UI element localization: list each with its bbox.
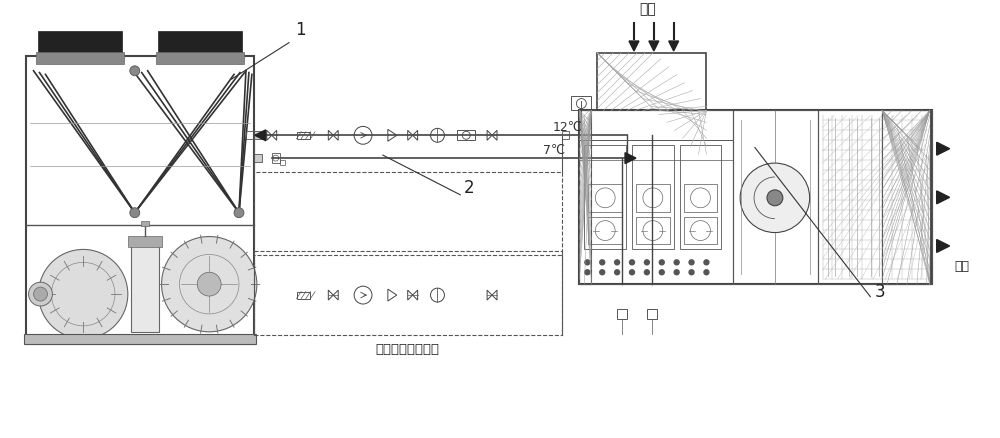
Circle shape — [644, 260, 649, 265]
Circle shape — [767, 190, 783, 206]
Circle shape — [34, 287, 47, 301]
Circle shape — [39, 249, 128, 339]
Polygon shape — [625, 153, 636, 163]
Polygon shape — [669, 41, 679, 51]
Bar — [818, 110, 932, 284]
Circle shape — [585, 270, 590, 275]
Bar — [131, 237, 159, 332]
Text: 1: 1 — [296, 21, 306, 39]
Circle shape — [130, 66, 140, 76]
Circle shape — [689, 270, 694, 275]
Circle shape — [659, 270, 664, 275]
Circle shape — [130, 208, 140, 218]
Circle shape — [704, 260, 709, 265]
Bar — [571, 95, 591, 110]
Bar — [636, 217, 670, 244]
Bar — [158, 31, 242, 56]
Circle shape — [740, 163, 810, 233]
Circle shape — [689, 260, 694, 265]
Polygon shape — [629, 41, 639, 51]
Bar — [733, 110, 818, 284]
Circle shape — [630, 260, 634, 265]
Bar — [617, 309, 627, 319]
Bar — [579, 110, 733, 284]
Circle shape — [674, 260, 679, 265]
Circle shape — [704, 270, 709, 275]
Text: 循环水泵一用一备: 循环水泵一用一备 — [376, 343, 440, 356]
Bar — [297, 132, 310, 139]
Bar — [684, 217, 717, 244]
Bar — [584, 145, 626, 249]
Bar — [562, 131, 569, 139]
Circle shape — [29, 282, 52, 306]
Bar — [647, 309, 657, 319]
Bar — [588, 184, 622, 212]
Circle shape — [630, 270, 634, 275]
Circle shape — [600, 270, 605, 275]
Circle shape — [615, 260, 620, 265]
Bar — [254, 131, 262, 139]
Circle shape — [615, 270, 620, 275]
Bar — [457, 131, 475, 140]
Bar — [684, 184, 717, 212]
Bar — [141, 221, 149, 226]
Circle shape — [659, 260, 664, 265]
Bar — [680, 145, 721, 249]
Circle shape — [197, 272, 221, 296]
Text: 7℃: 7℃ — [543, 144, 565, 157]
Circle shape — [162, 237, 257, 332]
Bar — [254, 154, 262, 162]
Bar — [280, 160, 285, 165]
Bar — [156, 52, 244, 64]
Circle shape — [600, 260, 605, 265]
Bar — [272, 153, 280, 163]
Text: 2: 2 — [463, 179, 474, 197]
Bar — [636, 184, 670, 212]
Bar — [24, 334, 256, 344]
Bar — [297, 292, 310, 299]
Bar — [597, 53, 706, 110]
Text: 12℃: 12℃ — [553, 121, 582, 134]
Bar — [246, 131, 254, 139]
Text: 新风: 新风 — [639, 2, 656, 16]
Circle shape — [644, 270, 649, 275]
Bar — [128, 236, 162, 247]
Bar — [579, 110, 932, 284]
Text: 送风: 送风 — [955, 260, 970, 273]
Polygon shape — [649, 41, 659, 51]
Polygon shape — [937, 142, 950, 155]
Circle shape — [234, 208, 244, 218]
Bar — [38, 31, 122, 56]
Bar — [579, 110, 591, 284]
Text: 3: 3 — [875, 283, 886, 301]
Polygon shape — [255, 130, 266, 141]
Circle shape — [585, 260, 590, 265]
Bar — [588, 217, 622, 244]
Bar — [882, 110, 930, 284]
Polygon shape — [937, 191, 950, 204]
Bar — [254, 255, 562, 335]
Bar — [36, 52, 124, 64]
Polygon shape — [937, 240, 950, 252]
Bar — [26, 56, 254, 344]
Circle shape — [674, 270, 679, 275]
Bar — [254, 172, 562, 251]
Bar — [632, 145, 674, 249]
